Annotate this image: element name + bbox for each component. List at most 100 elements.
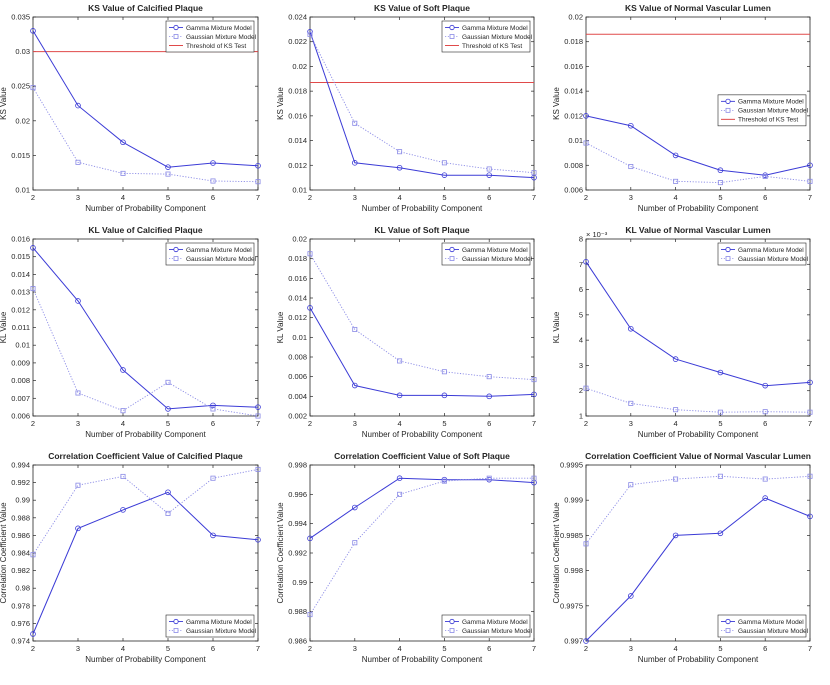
data-point [30, 85, 36, 91]
data-point [717, 369, 724, 376]
y-tick-label: 0.98 [15, 584, 30, 593]
y-axis-label: Correlation Coefficient Value [552, 502, 561, 604]
y-tick-label: 0.012 [11, 305, 30, 314]
y-tick-label: 0.01 [292, 186, 307, 195]
plot-frame [32, 16, 259, 191]
chart-title: KS Value of Calcified Plaque [88, 3, 203, 13]
x-tick-label: 3 [76, 644, 80, 653]
x-tick-label: 6 [487, 644, 491, 653]
x-axis-label: Number of Probability Component [638, 204, 759, 213]
y-tick-label: 0.013 [11, 288, 30, 297]
data-point [307, 31, 313, 37]
y-tick-label: 7 [579, 260, 583, 269]
axis-exponent: × 10⁻³ [586, 230, 608, 239]
y-tick-label: 0.99 [292, 578, 307, 587]
x-axis-label: Number of Probability Component [362, 655, 483, 664]
data-point [352, 540, 358, 546]
y-tick-label: 0.012 [288, 313, 307, 322]
legend-sample [445, 628, 459, 633]
legend-marker [173, 628, 179, 633]
x-axis-label: Number of Probability Component [362, 430, 483, 439]
x-axis-label: Number of Probability Component [362, 204, 483, 213]
x-axis-label: Number of Probability Component [638, 430, 759, 439]
legend: Gamma Mixture Model Gaussian Mixture Mode… [717, 614, 809, 638]
legend: Gamma Mixture Model Gaussian Mixture Mode… [165, 614, 257, 638]
chart-panel: KL Value of Calcified Plaque 2 3 4 5 6 7 0.006 0… [0, 225, 261, 439]
x-tick-label: 3 [353, 193, 357, 202]
y-tick-label: 0.014 [564, 87, 583, 96]
x-tick-label: 3 [629, 419, 633, 428]
legend-marker [173, 618, 179, 625]
chart-panel: Correlation Coefficient Value of Calcifi… [0, 451, 261, 664]
data-point [531, 475, 537, 481]
data-point [255, 413, 261, 419]
y-tick-label: 0.999 [564, 496, 583, 505]
plot-frame [585, 238, 811, 417]
data-point [351, 504, 358, 511]
x-axis-label: Number of Probability Component [85, 655, 206, 664]
series-line [309, 253, 535, 381]
data-point [75, 298, 81, 304]
legend-marker [449, 246, 455, 253]
x-tick-label: 2 [584, 644, 588, 653]
y-axis-label: KS Value [552, 87, 561, 120]
series-line [32, 288, 259, 417]
data-point [441, 369, 447, 375]
legend-label: Gamma Mixture Model [462, 619, 528, 626]
data-point [30, 286, 36, 292]
y-tick-label: 0.01 [292, 333, 307, 342]
legend-sample [721, 107, 735, 113]
y-tick-label: 0.998 [564, 566, 583, 575]
plot-frame [32, 464, 259, 642]
legend-label: Gaussian Mixture Model [186, 628, 257, 635]
x-tick-label: 5 [718, 419, 722, 428]
y-tick-label: 0.02 [568, 13, 583, 22]
x-tick-label: 7 [532, 193, 536, 202]
data-point [397, 149, 403, 155]
series-line [309, 477, 534, 615]
x-tick-label: 6 [211, 193, 215, 202]
y-tick-label: 0.006 [11, 412, 30, 421]
x-tick-label: 4 [674, 193, 678, 202]
data-point [165, 171, 171, 177]
y-tick-label: 0.008 [288, 353, 307, 362]
legend-sample [721, 246, 735, 253]
legend-label: Gaussian Mixture Model [462, 628, 533, 635]
legend-sample [721, 628, 735, 633]
x-tick-label: 4 [398, 193, 402, 202]
data-point [255, 162, 261, 169]
legend-box [441, 242, 531, 266]
y-tick-label: 0.015 [11, 151, 30, 160]
legend-label: Gamma Mixture Model [738, 619, 804, 626]
x-tick-label: 5 [166, 193, 170, 202]
x-tick-label: 4 [398, 644, 402, 653]
x-tick-label: 4 [121, 644, 125, 653]
y-tick-label: 1 [579, 412, 583, 421]
x-tick-label: 2 [31, 193, 35, 202]
legend-label: Gaussian Mixture Model [186, 256, 257, 263]
y-tick-label: 0.9975 [560, 601, 583, 610]
data-point [120, 139, 126, 146]
data-point [210, 475, 216, 481]
data-point [120, 473, 126, 479]
x-tick-label: 2 [584, 419, 588, 428]
y-tick-label: 0.992 [11, 478, 30, 487]
y-tick-label: 0.014 [288, 294, 307, 303]
legend: Gamma Mixture Model Gaussian Mixture Mode… [717, 94, 809, 127]
data-point [807, 513, 813, 520]
legend-marker [449, 628, 455, 633]
data-point [486, 475, 492, 481]
y-axis-label: KL Value [276, 311, 285, 343]
series-line [309, 31, 535, 179]
legend-sample [169, 256, 183, 261]
legend-label: Gaussian Mixture Model [738, 256, 809, 263]
x-tick-label: 3 [76, 193, 80, 202]
data-point [627, 593, 634, 599]
y-axis-label: KL Value [0, 311, 8, 343]
x-tick-label: 6 [763, 193, 767, 202]
y-tick-label: 3 [579, 361, 583, 370]
y-axis-label: Correlation Coefficient Value [276, 502, 285, 604]
data-point [717, 180, 723, 186]
data-point [486, 393, 493, 400]
data-point [396, 475, 403, 482]
